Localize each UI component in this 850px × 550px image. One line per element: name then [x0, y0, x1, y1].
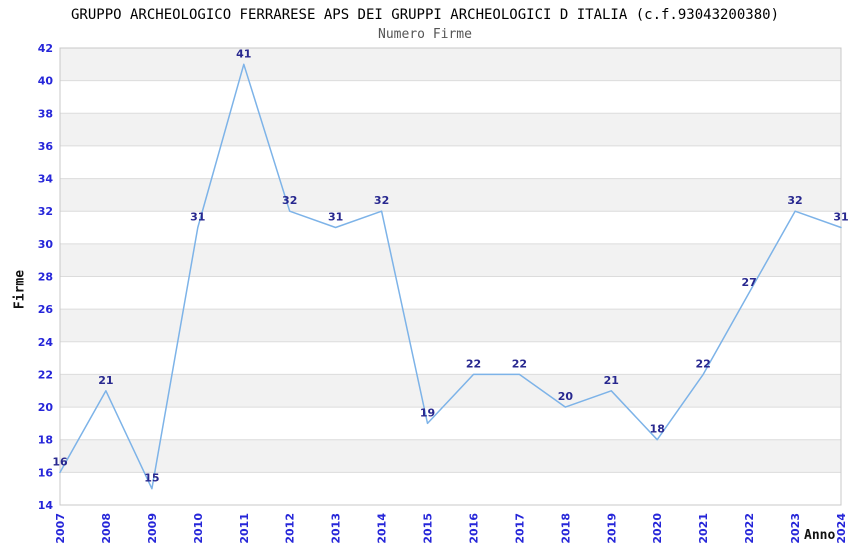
y-tick-label: 26 — [38, 303, 54, 316]
y-tick-label: 16 — [38, 466, 54, 479]
x-tick-label: 2016 — [467, 513, 480, 544]
data-point-label: 32 — [282, 194, 297, 207]
x-tick-label: 2015 — [422, 513, 435, 544]
x-tick-label: 2014 — [376, 513, 389, 544]
y-tick-label: 34 — [38, 173, 54, 186]
series-line — [59, 63, 842, 490]
grid-band — [60, 374, 841, 408]
chart-subtitle: Numero Firme — [378, 27, 472, 42]
y-tick-label: 20 — [38, 401, 54, 414]
data-point-label: 32 — [374, 194, 389, 207]
x-axis-title: Anno — [804, 528, 836, 543]
x-tick-label: 2017 — [513, 513, 526, 544]
y-tick-label: 18 — [38, 434, 53, 447]
data-point-label: 20 — [558, 390, 574, 403]
data-point-label: 15 — [144, 472, 159, 485]
grid-band — [60, 48, 841, 81]
x-tick-label: 2023 — [789, 513, 802, 544]
y-tick-label: 42 — [38, 42, 53, 55]
y-tick-label: 40 — [38, 75, 54, 88]
x-tick-label: 2022 — [743, 513, 756, 544]
x-tick-label: 2007 — [54, 513, 67, 544]
plot-border — [59, 47, 842, 506]
y-tick-label: 22 — [38, 368, 53, 381]
grid-band — [60, 243, 841, 277]
x-tick-label: 2012 — [284, 513, 297, 544]
grid-band — [60, 113, 841, 146]
data-point-label: 31 — [328, 211, 343, 224]
data-point-label: 22 — [512, 357, 527, 370]
data-point-label: 41 — [236, 47, 251, 60]
data-point-label: 19 — [420, 406, 435, 419]
x-tick-label: 2019 — [605, 513, 618, 544]
x-tick-label: 2024 — [835, 513, 848, 544]
y-tick-label: 38 — [38, 107, 53, 120]
y-tick-label: 24 — [38, 336, 54, 349]
data-point-label: 21 — [98, 374, 113, 387]
x-tick-label: 2008 — [100, 513, 113, 544]
data-point-label: 31 — [190, 211, 205, 224]
grid-band — [60, 178, 841, 212]
x-tick-label: 2009 — [146, 513, 159, 544]
y-tick-label: 28 — [38, 271, 53, 284]
data-point-label: 18 — [650, 423, 665, 436]
grid-band — [60, 309, 841, 342]
data-point-label: 21 — [604, 374, 619, 387]
x-tick-label: 2018 — [559, 513, 572, 544]
y-tick-label: 32 — [38, 205, 53, 218]
data-point-label: 16 — [52, 455, 68, 468]
y-tick-label: 30 — [38, 238, 54, 251]
x-tick-label: 2011 — [238, 513, 251, 544]
data-point-label: 22 — [696, 357, 711, 370]
chart-title: GRUPPO ARCHEOLOGICO FERRARESE APS DEI GR… — [70, 7, 779, 23]
x-tick-label: 2020 — [651, 513, 664, 544]
x-tick-label: 2021 — [697, 513, 710, 544]
y-tick-label: 36 — [38, 140, 54, 153]
data-point-label: 32 — [787, 194, 802, 207]
data-point-label: 31 — [833, 211, 848, 224]
grid-band — [60, 439, 841, 473]
x-tick-label: 2013 — [330, 513, 343, 544]
x-tick-label: 2010 — [192, 513, 205, 544]
data-point-label: 27 — [741, 276, 756, 289]
data-point-label: 22 — [466, 357, 481, 370]
y-tick-label: 14 — [38, 499, 54, 512]
